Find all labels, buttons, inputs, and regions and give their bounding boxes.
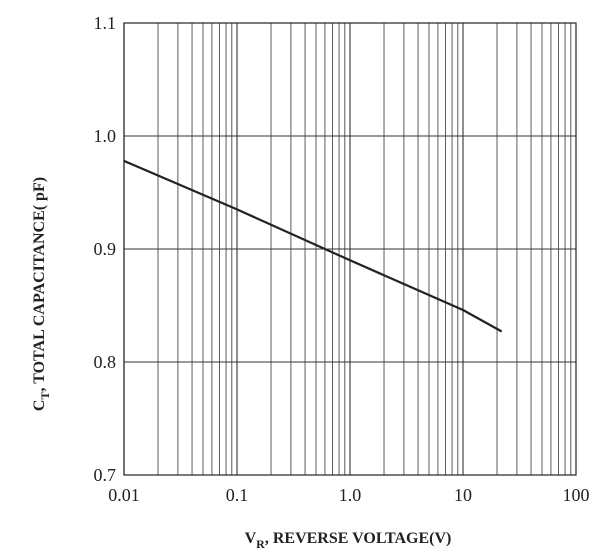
x-tick-label: 1.0 <box>339 485 362 505</box>
y-axis-label: CT, TOTAL CAPACITANCE( pF) <box>31 177 52 411</box>
series-layer <box>123 159 503 333</box>
grid <box>123 22 576 476</box>
x-tick-label: 10 <box>454 485 472 505</box>
x-tick-label: 0.01 <box>108 485 140 505</box>
plot-frame <box>123 22 577 476</box>
y-tick-labels: 0.7 0.8 0.9 1.0 1.1 <box>94 13 117 485</box>
y-tick-label: 0.8 <box>94 352 117 372</box>
y-tick-label: 1.0 <box>94 126 117 146</box>
capacitance-curve <box>123 159 503 333</box>
y-tick-label: 0.7 <box>94 465 117 485</box>
y-tick-label: 1.1 <box>94 13 117 33</box>
x-tick-label: 0.1 <box>226 485 249 505</box>
x-tick-label: 100 <box>563 485 590 505</box>
y-tick-label: 0.9 <box>94 239 117 259</box>
x-axis-label: VR, REVERSE VOLTAGE(V) <box>245 530 452 551</box>
x-tick-labels: 0.01 0.1 1.0 10 100 <box>108 485 589 505</box>
